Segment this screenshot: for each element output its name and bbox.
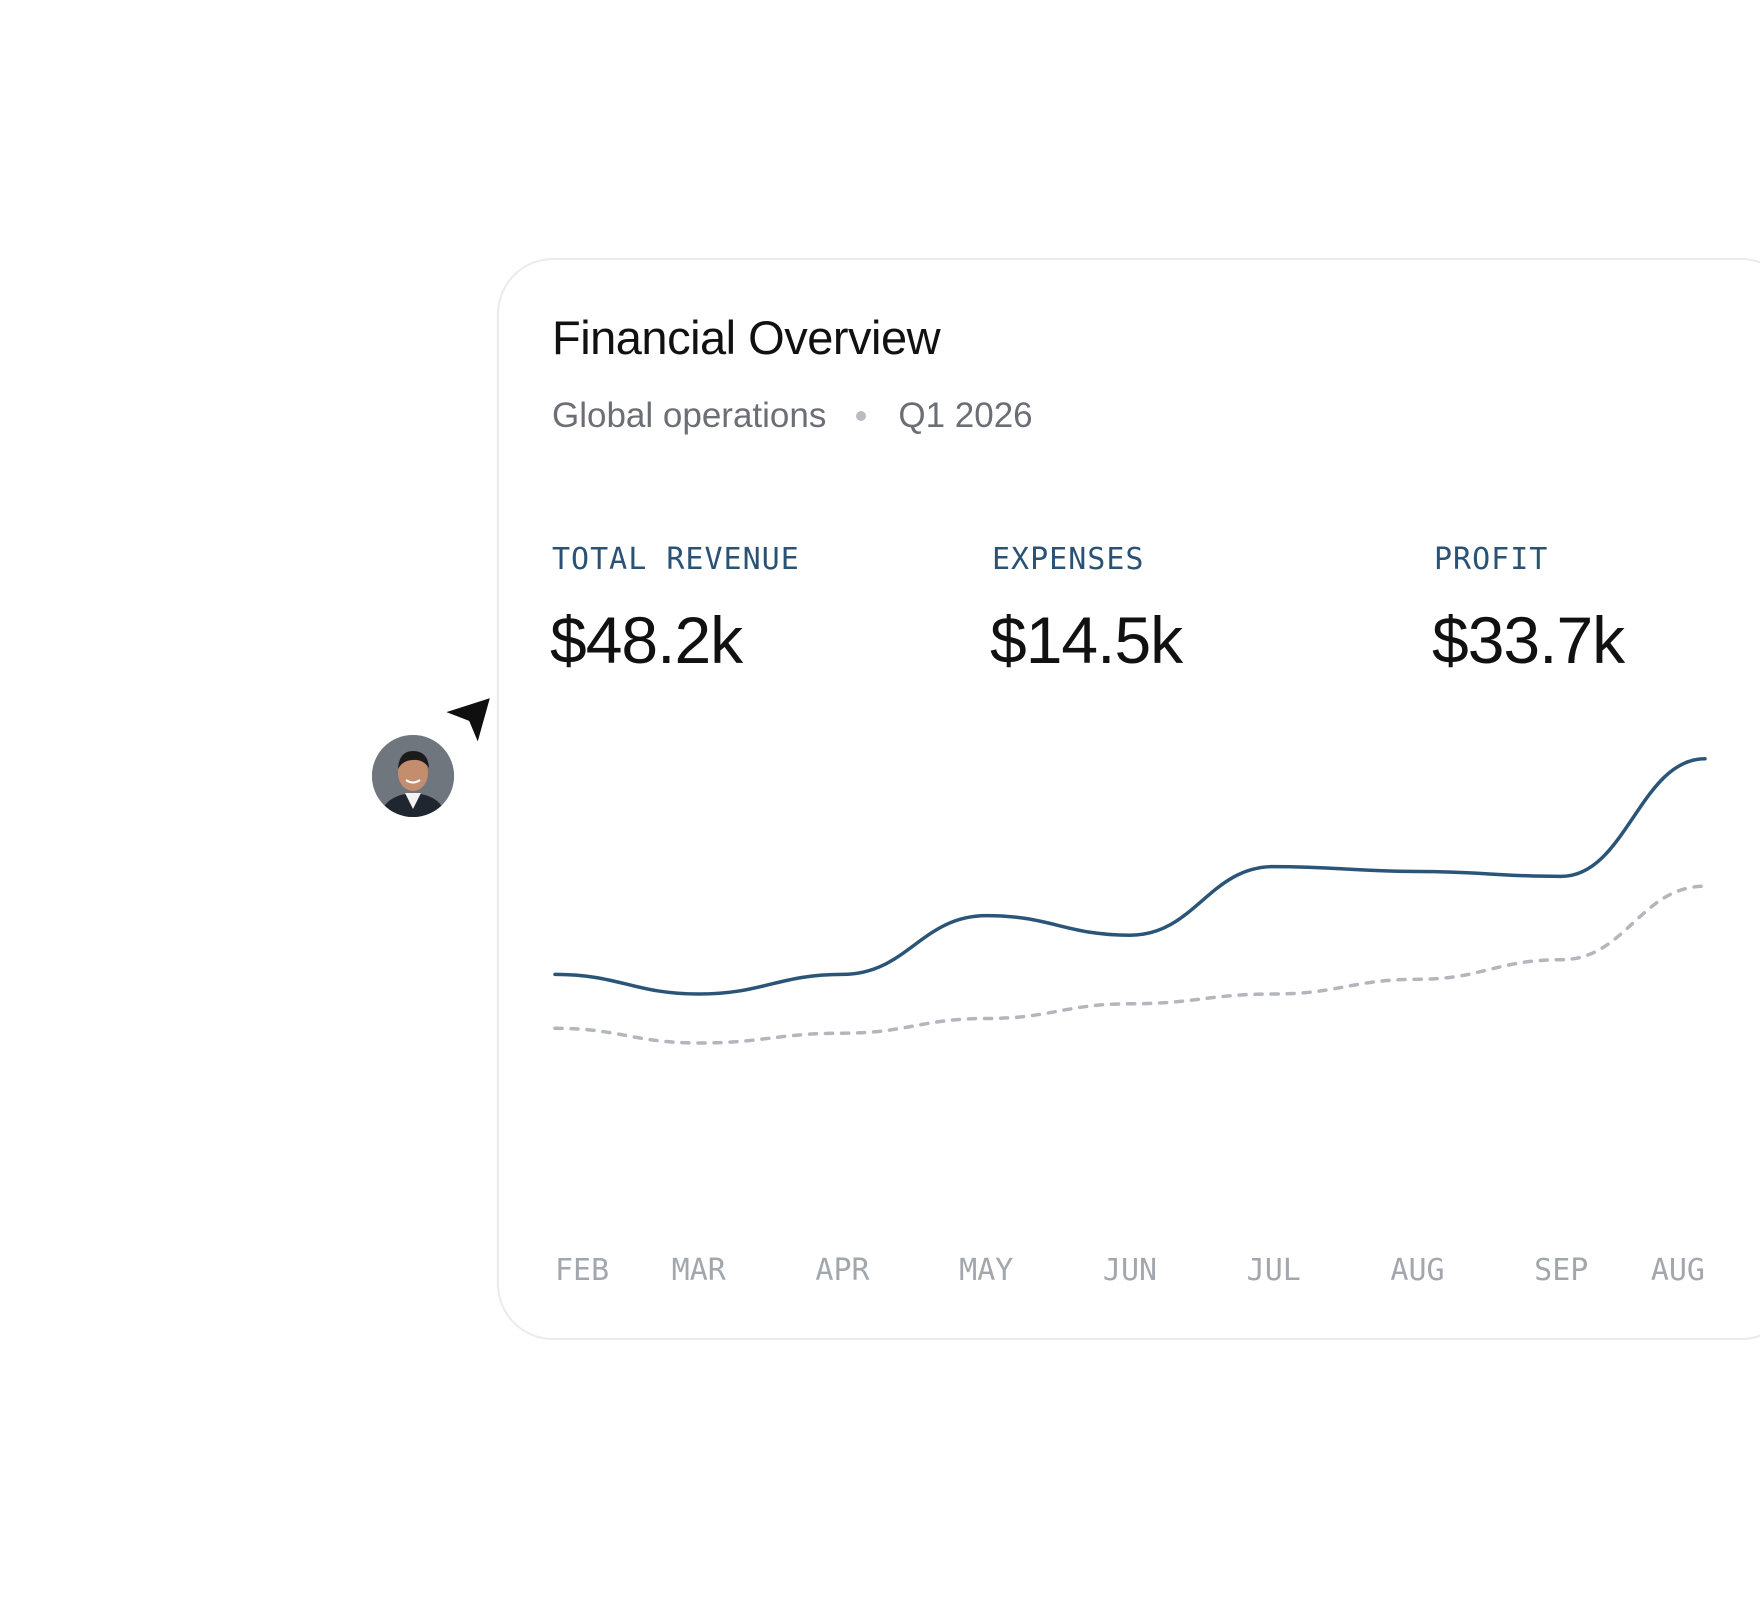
series-line-solid	[553, 757, 1707, 996]
x-tick-label: AUG	[1651, 1253, 1705, 1288]
kpi-label-expenses: EXPENSES	[992, 542, 1145, 577]
separator-dot-icon	[856, 411, 867, 421]
x-tick-label: JUL	[1247, 1253, 1301, 1288]
x-tick-label: FEB	[555, 1253, 609, 1288]
card-title: Financial Overview	[552, 311, 941, 364]
card-subtitle: Global operations Q1 2026	[552, 396, 1033, 436]
kpi-value-expenses: $14.5k	[990, 603, 1183, 677]
x-tick-label: APR	[815, 1253, 870, 1288]
kpi-value-total-revenue: $48.2k	[550, 603, 743, 677]
x-tick-label: AUG	[1390, 1253, 1444, 1288]
user-avatar-icon	[372, 735, 454, 817]
series-line-dotted	[553, 884, 1707, 1045]
x-tick-label: MAR	[672, 1253, 727, 1288]
kpi-label-total-revenue: TOTAL REVENUE	[552, 542, 800, 577]
x-tick-label: JUN	[1103, 1253, 1157, 1288]
cursor-arrow-icon	[440, 694, 494, 748]
x-tick-label: SEP	[1534, 1253, 1588, 1288]
financial-overview-card	[497, 258, 1760, 1340]
x-tick-label: MAY	[959, 1253, 1013, 1288]
subtitle-scope: Global operations	[552, 396, 827, 435]
kpi-label-profit: PROFIT	[1434, 542, 1549, 577]
kpi-value-profit: $33.7k	[1432, 603, 1625, 677]
subtitle-period: Q1 2026	[898, 396, 1033, 435]
user-avatar[interactable]	[372, 735, 454, 817]
